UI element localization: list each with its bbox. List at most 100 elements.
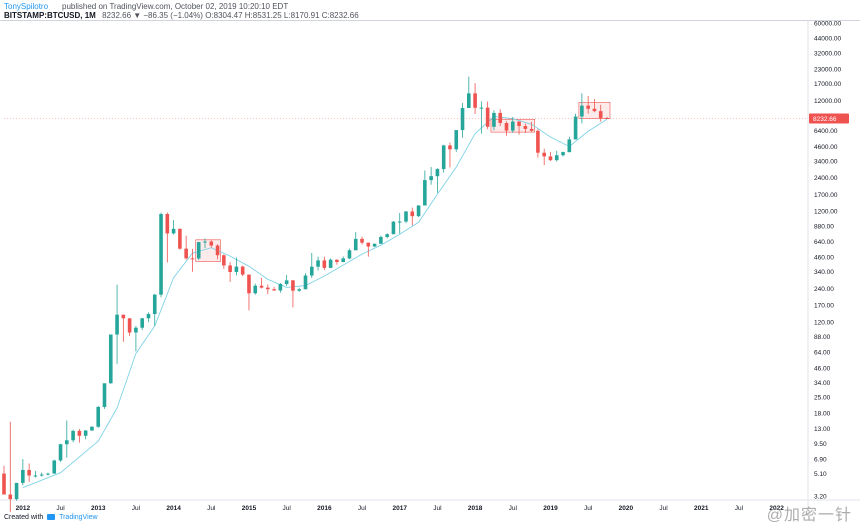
candle-body — [240, 266, 245, 275]
moving-average-line — [22, 115, 608, 489]
y-tick-label: 3400.00 — [814, 159, 838, 166]
candle-body — [284, 280, 289, 285]
candle-body — [416, 205, 421, 217]
candle-body — [178, 228, 182, 249]
candle-body — [266, 287, 270, 290]
tradingview-brand[interactable]: TradingView — [59, 514, 98, 521]
y-tick-label: 5.10 — [814, 471, 827, 478]
candle-body — [335, 259, 339, 262]
footer: Created with TradingView — [4, 514, 98, 521]
y-tick-label: 44000.00 — [814, 35, 841, 42]
candle-body — [479, 107, 484, 109]
candle-body — [253, 285, 258, 294]
candle-body — [83, 430, 88, 436]
candle-body — [215, 245, 220, 256]
candlestick-chart[interactable]: 3.20 5.10 6.90 9.50 13.00 18.00 25.00 34.00 46.0… — [0, 21, 860, 514]
candle-body — [548, 156, 553, 161]
candle-body — [196, 242, 201, 259]
x-tick-label: Jul — [132, 505, 141, 512]
candle-body — [498, 112, 503, 123]
x-tick-label: Jul — [509, 505, 518, 512]
y-tick-label: 2400.00 — [814, 175, 838, 182]
y-tick-label: 60000.00 — [814, 21, 841, 28]
candle-body — [134, 327, 138, 333]
candle-body — [39, 474, 44, 476]
candle-body — [77, 430, 82, 436]
x-tick-label: 2013 — [91, 505, 106, 512]
x-tick-label: 2014 — [166, 505, 181, 512]
candle-body — [190, 258, 195, 260]
candle-body — [146, 314, 151, 319]
candle-body — [441, 145, 446, 170]
candle-body — [222, 255, 226, 266]
candle-body — [467, 93, 471, 109]
y-tick-label: 32000.00 — [814, 51, 841, 58]
ohlc-readout: 8232.66 ▼ −86.35 (−1.04%) O:8304.47 H:85… — [102, 11, 359, 20]
candle-body — [492, 112, 496, 127]
x-tick-label: Jul — [283, 505, 292, 512]
y-tick-label: 640.00 — [814, 239, 834, 246]
candle-body — [460, 108, 465, 131]
chart-area[interactable]: 3.20 5.10 6.90 9.50 13.00 18.00 25.00 34.00 46.0… — [0, 20, 860, 514]
candle-body — [379, 236, 383, 244]
candle-body — [52, 460, 57, 474]
candle-body — [360, 238, 364, 243]
candle-body — [96, 406, 101, 427]
y-tick-label: 460.00 — [814, 255, 834, 262]
candle-body — [46, 473, 50, 475]
candle-body — [171, 228, 176, 234]
candle-body — [567, 139, 572, 153]
candle-body — [397, 221, 402, 223]
x-tick-label: 2022 — [769, 505, 784, 512]
author-name[interactable]: TonySpilotro — [4, 2, 49, 11]
candle-body — [102, 383, 107, 407]
candle-body — [385, 234, 389, 237]
y-tick-label: 3.20 — [814, 494, 827, 501]
candle-body — [341, 258, 345, 262]
candle-body — [523, 126, 528, 129]
candle-body — [473, 93, 477, 108]
x-tick-label: Jul — [207, 505, 216, 512]
y-tick-label: 18.00 — [814, 410, 831, 417]
candle-body — [573, 116, 578, 140]
y-tick-label: 4600.00 — [814, 144, 838, 151]
candle-body — [504, 122, 509, 131]
candle-body — [561, 152, 565, 156]
candle-body — [328, 259, 333, 268]
watermark: @加密一针 — [766, 507, 852, 524]
candle-body — [14, 482, 19, 500]
candle-body — [542, 152, 546, 157]
y-tick-label: 120.00 — [814, 319, 834, 326]
candle-body — [33, 475, 38, 477]
last-price-badge — [809, 113, 849, 124]
candle-body — [347, 250, 352, 259]
candle-body — [580, 105, 584, 117]
x-tick-label: 2015 — [242, 505, 257, 512]
candle-body — [372, 243, 377, 247]
candle-body — [598, 111, 603, 119]
y-tick-label: 13.00 — [814, 426, 831, 433]
candle-body — [108, 334, 113, 384]
candle-body — [485, 107, 490, 127]
y-tick-label: 25.00 — [814, 395, 831, 402]
y-tick-label: 6400.00 — [814, 128, 838, 135]
y-tick-label: 1200.00 — [814, 209, 838, 216]
y-tick-label: 1700.00 — [814, 192, 838, 199]
candle-body — [586, 105, 590, 109]
candle-body — [366, 242, 371, 247]
symbol-name: BITSTAMP:BTCUSD, 1M — [4, 11, 96, 20]
candle-body — [404, 211, 408, 222]
candle-body — [259, 285, 264, 288]
candle-body — [27, 469, 31, 476]
created-with-text: Created with — [4, 514, 44, 521]
candle-body — [517, 121, 521, 127]
candle-body — [291, 280, 295, 291]
y-tick-label: 6.90 — [814, 457, 827, 464]
x-tick-label: 2019 — [543, 505, 558, 512]
candle-body — [410, 211, 415, 217]
candle-body — [121, 314, 126, 319]
candle-body — [272, 289, 276, 291]
candle-body — [247, 274, 251, 294]
candle-body — [435, 169, 440, 177]
x-tick-label: Jul — [56, 505, 65, 512]
